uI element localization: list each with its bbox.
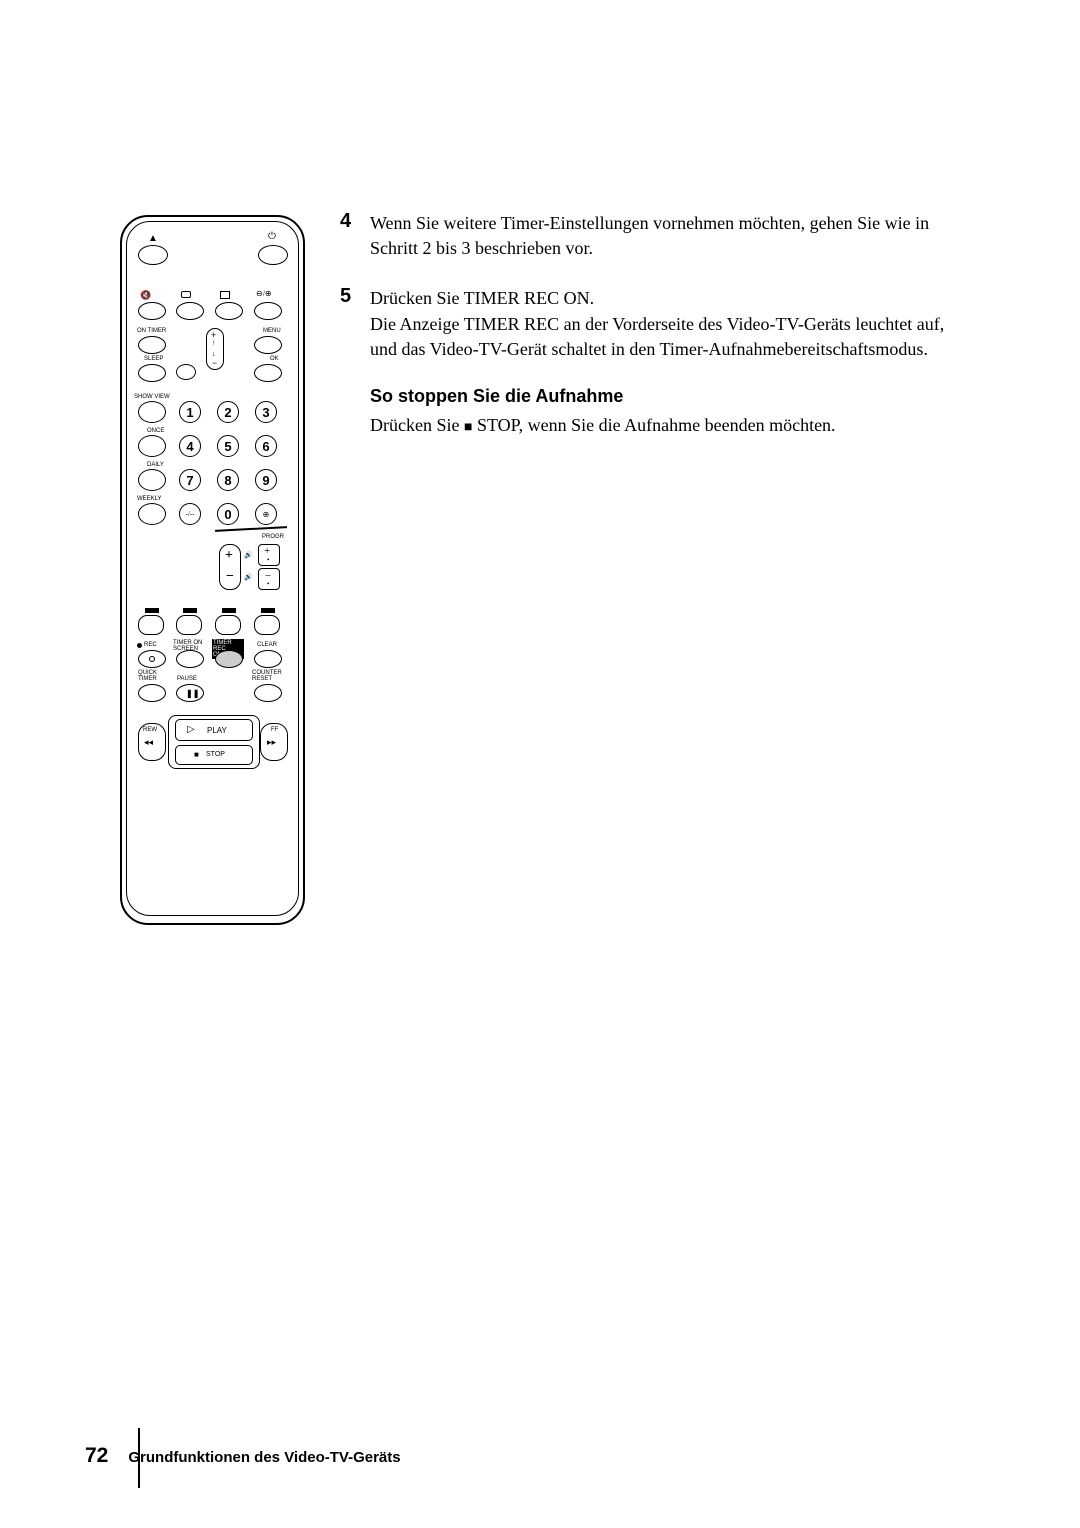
page-footer: 72 Grundfunktionen des Video-TV-Geräts <box>85 1444 401 1468</box>
blue-button[interactable] <box>254 615 280 635</box>
weekly-button[interactable] <box>138 503 166 525</box>
daily-label: DAILY <box>147 462 164 468</box>
eject-icon: ▲ <box>148 233 158 244</box>
page-number: 72 <box>85 1444 108 1468</box>
once-button[interactable] <box>138 435 166 457</box>
step-5: 5 Drücken Sie TIMER REC ON. Die Anzeige … <box>340 285 950 362</box>
once-label: ONCE <box>147 428 164 434</box>
power-button[interactable] <box>258 245 288 265</box>
num-3[interactable]: 3 <box>255 401 277 423</box>
mute-button[interactable] <box>138 302 166 320</box>
stop-suffix: STOP, wenn Sie die Aufnahme beenden möch… <box>472 415 835 435</box>
rec-label: REC <box>144 642 157 648</box>
tv-vcr-button[interactable] <box>254 302 282 320</box>
ff-icon: ▸▸ <box>267 737 276 748</box>
red-bar <box>145 608 159 613</box>
num-0[interactable]: 0 <box>217 503 239 525</box>
page-container: ▲ ⏻ 🔇 ⊖/⊕ ON TIMER MENU + ↑ ↓ − SLEEP ← <box>0 0 1080 1528</box>
rec-inner-dot <box>149 656 155 662</box>
teletext-button[interactable] <box>215 302 243 320</box>
progr-down-dot: • <box>267 580 269 588</box>
ok-label: OK <box>270 356 279 362</box>
clear-label: CLEAR <box>257 642 277 648</box>
vol-minus: − <box>226 569 234 585</box>
stop-label: STOP <box>206 751 225 758</box>
num-1[interactable]: 1 <box>179 401 201 423</box>
menu-label: MENU <box>263 328 281 334</box>
blue-bar <box>261 608 275 613</box>
stop-text: Drücken Sie ■ STOP, wenn Sie die Aufnahm… <box>370 413 950 438</box>
rew-icon: ◂◂ <box>144 737 153 748</box>
nav-arrow-down: ↓ <box>212 350 216 358</box>
play-label: PLAY <box>207 726 227 735</box>
pause-label: PAUSE <box>177 676 197 682</box>
sleep-label: SLEEP <box>144 356 163 362</box>
num-5[interactable]: 5 <box>217 435 239 457</box>
progr-label: PROGR <box>262 534 284 540</box>
clear-button[interactable] <box>254 650 282 668</box>
speaker-right-icon2: 🔊 <box>244 573 253 581</box>
show-view-button[interactable] <box>138 401 166 423</box>
nav-left-button[interactable] <box>176 364 196 380</box>
play-icon: ▷ <box>187 724 195 735</box>
tv-vcr-icon: ⊖/⊕ <box>256 289 272 298</box>
on-timer-label: ON TIMER <box>137 328 166 334</box>
nav-minus: − <box>212 358 217 368</box>
sleep-button[interactable] <box>138 364 166 382</box>
dash-button[interactable]: -/-- <box>179 503 201 525</box>
timer-on-screen-button[interactable] <box>176 650 204 668</box>
footer-text: Grundfunktionen des Video-TV-Geräts <box>128 1449 400 1466</box>
footer-divider <box>138 1428 140 1488</box>
remote-control-illustration: ▲ ⏻ 🔇 ⊖/⊕ ON TIMER MENU + ↑ ↓ − SLEEP ← <box>120 215 305 925</box>
display-icon <box>181 291 191 298</box>
stop-subheading: So stoppen Sie die Aufnahme <box>370 386 950 407</box>
display-button[interactable] <box>176 302 204 320</box>
vol-plus: + <box>225 548 233 564</box>
main-content: 4 Wenn Sie weitere Timer-Einstellungen v… <box>340 210 950 438</box>
nav-arrow-up: ↑ <box>212 339 216 347</box>
quick-timer-label: QUICKTIMER <box>138 670 157 682</box>
eject-button[interactable] <box>138 245 168 265</box>
on-timer-button[interactable] <box>138 336 166 354</box>
pause-icon: ❚❚ <box>186 689 199 698</box>
num-4[interactable]: 4 <box>179 435 201 457</box>
progr-up-dot: • <box>267 556 269 564</box>
num-2[interactable]: 2 <box>217 401 239 423</box>
stop-prefix: Drücken Sie <box>370 415 464 435</box>
num-8[interactable]: 8 <box>217 469 239 491</box>
counter-reset-button[interactable] <box>254 684 282 702</box>
step-5-line2: Die Anzeige TIMER REC an der Vorderseite… <box>370 314 944 359</box>
num-7[interactable]: 7 <box>179 469 201 491</box>
yellow-button[interactable] <box>215 615 241 635</box>
red-button[interactable] <box>138 615 164 635</box>
counter-reset-label: COUNTERRESET <box>252 670 282 682</box>
yellow-bar <box>222 608 236 613</box>
step-4-number: 4 <box>340 210 370 261</box>
power-icon: ⏻ <box>268 231 276 242</box>
mute-icon: 🔇 <box>140 290 151 301</box>
enter-button[interactable]: ⊕ <box>255 503 277 525</box>
rew-label: REW <box>143 727 157 733</box>
ok-button[interactable] <box>254 364 282 382</box>
num-6[interactable]: 6 <box>255 435 277 457</box>
green-button[interactable] <box>176 615 202 635</box>
stop-icon: ■ <box>194 750 199 759</box>
num-9[interactable]: 9 <box>255 469 277 491</box>
step-4: 4 Wenn Sie weitere Timer-Einstellungen v… <box>340 210 950 261</box>
menu-button[interactable] <box>254 336 282 354</box>
daily-button[interactable] <box>138 469 166 491</box>
rec-dot <box>137 643 142 648</box>
green-bar <box>183 608 197 613</box>
quick-timer-button[interactable] <box>138 684 166 702</box>
weekly-label: WEEKLY <box>137 496 162 502</box>
step-4-text: Wenn Sie weitere Timer-Einstellungen vor… <box>370 210 950 261</box>
step-5-line1: Drücken Sie TIMER REC ON. <box>370 288 594 308</box>
show-view-label: SHOW VIEW <box>134 394 170 400</box>
timer-rec-onoff-button[interactable] <box>215 650 243 668</box>
teletext-icon <box>220 291 230 299</box>
ff-label: FF <box>271 727 278 733</box>
step-5-text: Drücken Sie TIMER REC ON. Die Anzeige TI… <box>370 285 950 362</box>
step-5-number: 5 <box>340 285 370 362</box>
speaker-right-icon: 🔊 <box>244 551 253 559</box>
